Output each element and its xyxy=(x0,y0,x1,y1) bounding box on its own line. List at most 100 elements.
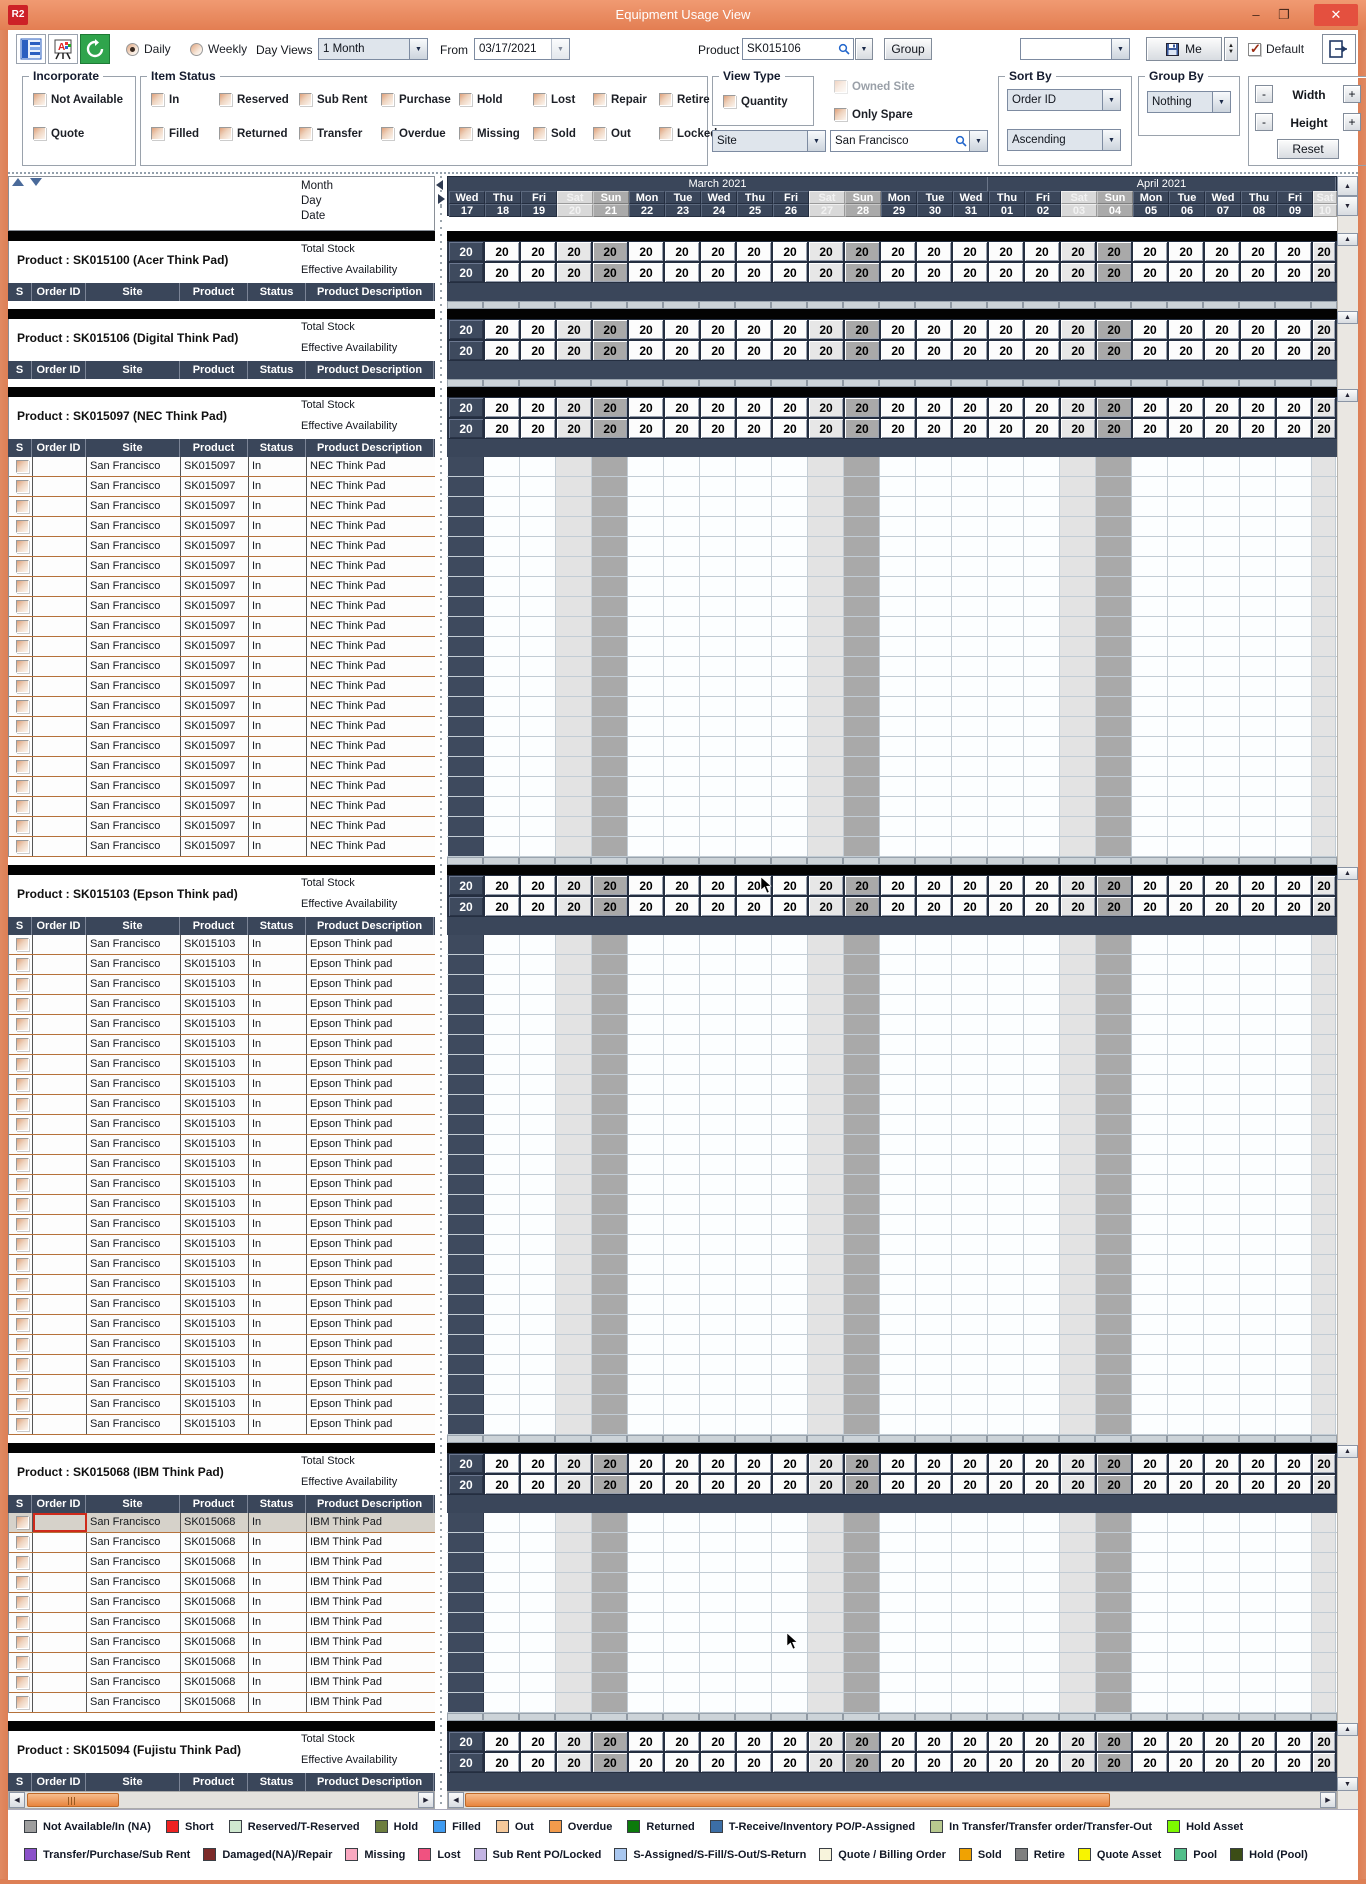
row-select-cell[interactable] xyxy=(9,1155,33,1174)
site-cell[interactable]: San Francisco xyxy=(87,1255,181,1274)
height-minus-button[interactable]: - xyxy=(1255,113,1273,131)
row-select-cell[interactable] xyxy=(9,1613,33,1632)
status-cell[interactable]: In xyxy=(249,497,307,516)
day-of-week-cell[interactable]: Mon xyxy=(1133,191,1169,204)
table-row[interactable]: San Francisco SK015097 In NEC Think Pad xyxy=(9,517,435,537)
product-description-cell[interactable]: Epson Think pad xyxy=(310,978,393,990)
day-of-week-cell[interactable]: Sun xyxy=(845,191,881,204)
row-checkbox[interactable] xyxy=(16,660,29,673)
column-header-status[interactable]: Status xyxy=(248,439,306,457)
row-checkbox[interactable] xyxy=(16,1078,29,1091)
checkbox[interactable] xyxy=(593,93,606,106)
row-checkbox[interactable] xyxy=(16,1198,29,1211)
day-of-week-cell[interactable]: Fri xyxy=(773,191,809,204)
status-cell[interactable]: In xyxy=(249,1175,307,1194)
checkbox[interactable] xyxy=(33,93,46,106)
product-description-cell[interactable]: Epson Think pad xyxy=(310,1238,393,1250)
row-select-cell[interactable] xyxy=(9,777,33,796)
product-cell[interactable]: SK015103 xyxy=(181,1295,249,1314)
day-of-week-cell[interactable]: Fri xyxy=(1277,191,1313,204)
row-select-cell[interactable] xyxy=(9,1395,33,1414)
site-cell[interactable]: San Francisco xyxy=(87,517,181,536)
from-date-field[interactable]: 03/17/2021 ▼ xyxy=(474,38,570,60)
status-cell[interactable]: In xyxy=(249,955,307,974)
product-cell[interactable]: SK015068 xyxy=(181,1613,249,1632)
table-row[interactable]: San Francisco SK015068 In IBM Think Pad xyxy=(9,1633,435,1653)
close-button[interactable]: ✕ xyxy=(1314,4,1358,26)
date-cell[interactable]: 04 xyxy=(1097,204,1133,217)
site-cell[interactable]: San Francisco xyxy=(87,1095,181,1114)
product-description-cell[interactable]: NEC Think Pad xyxy=(310,840,386,852)
product-description-cell[interactable]: NEC Think Pad xyxy=(310,780,386,792)
row-select-cell[interactable] xyxy=(9,995,33,1014)
row-checkbox[interactable] xyxy=(16,600,29,613)
product-description-cell[interactable]: IBM Think Pad xyxy=(310,1636,382,1648)
row-checkbox[interactable] xyxy=(16,800,29,813)
table-row[interactable]: San Francisco SK015103 In Epson Think pad xyxy=(9,975,435,995)
row-checkbox[interactable] xyxy=(16,1178,29,1191)
status-sub-rent[interactable]: Sub Rent xyxy=(299,93,367,106)
band-mini-scrollbar[interactable] xyxy=(447,379,1337,387)
row-select-cell[interactable] xyxy=(9,677,33,696)
status-hold[interactable]: Hold xyxy=(459,93,503,106)
status-retire[interactable]: Retire xyxy=(659,93,710,106)
table-row[interactable]: San Francisco SK015103 In Epson Think pad xyxy=(9,1015,435,1035)
table-row[interactable]: San Francisco SK015097 In NEC Think Pad xyxy=(9,697,435,717)
height-plus-button[interactable]: + xyxy=(1343,113,1361,131)
row-select-cell[interactable] xyxy=(9,1175,33,1194)
row-checkbox[interactable] xyxy=(16,500,29,513)
row-checkbox[interactable] xyxy=(16,998,29,1011)
site-cell[interactable]: San Francisco xyxy=(87,537,181,556)
table-row[interactable]: San Francisco SK015103 In Epson Think pad xyxy=(9,1355,435,1375)
checkbox[interactable] xyxy=(381,127,394,140)
product-description-cell[interactable]: IBM Think Pad xyxy=(310,1536,382,1548)
site-cell[interactable]: San Francisco xyxy=(87,477,181,496)
row-select-cell[interactable] xyxy=(9,1633,33,1652)
product-description-cell[interactable]: IBM Think Pad xyxy=(310,1616,382,1628)
site-cell[interactable]: San Francisco xyxy=(87,1633,181,1652)
product-cell[interactable]: SK015097 xyxy=(181,777,249,796)
status-cell[interactable]: In xyxy=(249,697,307,716)
row-checkbox[interactable] xyxy=(16,620,29,633)
column-header-site[interactable]: Site xyxy=(86,1495,180,1513)
row-checkbox[interactable] xyxy=(16,1676,29,1689)
status-cell[interactable]: In xyxy=(249,1355,307,1374)
table-row[interactable]: San Francisco SK015097 In NEC Think Pad xyxy=(9,537,435,557)
product-description-cell[interactable]: Epson Think pad xyxy=(310,1378,393,1390)
table-row[interactable]: San Francisco SK015097 In NEC Think Pad xyxy=(9,617,435,637)
day-of-week-cell[interactable]: Thu xyxy=(989,191,1025,204)
table-row[interactable]: San Francisco SK015097 In NEC Think Pad xyxy=(9,717,435,737)
status-cell[interactable]: In xyxy=(249,1035,307,1054)
order-id-cell[interactable] xyxy=(33,1095,87,1114)
status-returned[interactable]: Returned xyxy=(219,127,287,140)
collapse-right-icon[interactable] xyxy=(438,194,445,204)
column-header-status[interactable]: Status xyxy=(248,1495,306,1513)
exit-button[interactable] xyxy=(1322,34,1356,64)
column-header-s[interactable]: S xyxy=(8,917,32,935)
column-header-s[interactable]: S xyxy=(8,1773,32,1791)
checkbox[interactable] xyxy=(151,127,164,140)
table-row[interactable]: San Francisco SK015068 In IBM Think Pad xyxy=(9,1513,435,1533)
order-id-cell[interactable] xyxy=(33,1075,87,1094)
table-row[interactable]: San Francisco SK015068 In IBM Think Pad xyxy=(9,1533,435,1553)
row-checkbox[interactable] xyxy=(16,1556,29,1569)
table-row[interactable]: San Francisco SK015103 In Epson Think pad xyxy=(9,1415,435,1435)
table-row[interactable]: San Francisco SK015103 In Epson Think pad xyxy=(9,1235,435,1255)
width-minus-button[interactable]: - xyxy=(1255,85,1273,103)
status-cell[interactable]: In xyxy=(249,777,307,796)
day-of-week-cell[interactable]: Wed xyxy=(1205,191,1241,204)
row-checkbox[interactable] xyxy=(16,520,29,533)
product-description-cell[interactable]: IBM Think Pad xyxy=(310,1556,382,1568)
column-header-order-id[interactable]: Order ID xyxy=(32,1773,86,1791)
band-mini-scrollbar[interactable] xyxy=(447,1435,1337,1443)
collapse-left-icon[interactable] xyxy=(436,180,443,190)
column-header-status[interactable]: Status xyxy=(248,283,306,301)
table-row[interactable]: San Francisco SK015103 In Epson Think pad xyxy=(9,1395,435,1415)
site-cell[interactable]: San Francisco xyxy=(87,935,181,954)
table-row[interactable]: San Francisco SK015103 In Epson Think pad xyxy=(9,1255,435,1275)
status-cell[interactable]: In xyxy=(249,737,307,756)
order-id-cell[interactable] xyxy=(33,1335,87,1354)
table-row[interactable]: San Francisco SK015097 In NEC Think Pad xyxy=(9,497,435,517)
order-id-cell[interactable] xyxy=(33,1015,87,1034)
status-cell[interactable]: In xyxy=(249,1255,307,1274)
